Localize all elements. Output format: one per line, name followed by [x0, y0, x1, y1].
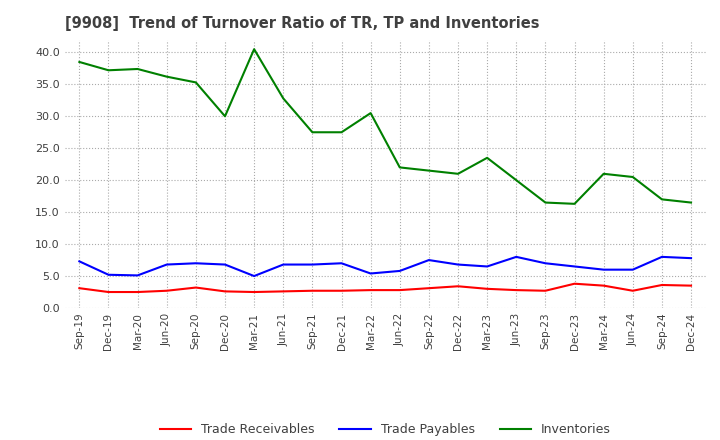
Trade Payables: [395, 268, 404, 274]
Inventories: [337, 130, 346, 135]
Inventories: [250, 47, 258, 52]
Trade Receivables: [483, 286, 492, 291]
Trade Payables: [657, 254, 666, 260]
Inventories: [192, 80, 200, 85]
Trade Receivables: [163, 288, 171, 293]
Trade Payables: [337, 260, 346, 266]
Trade Receivables: [512, 287, 521, 293]
Trade Payables: [163, 262, 171, 267]
Trade Payables: [570, 264, 579, 269]
Trade Receivables: [104, 290, 113, 295]
Inventories: [366, 110, 375, 116]
Trade Payables: [220, 262, 229, 267]
Inventories: [541, 200, 550, 205]
Trade Payables: [512, 254, 521, 260]
Trade Payables: [599, 267, 608, 272]
Inventories: [570, 201, 579, 206]
Inventories: [687, 200, 696, 205]
Trade Receivables: [687, 283, 696, 288]
Trade Receivables: [657, 282, 666, 288]
Trade Receivables: [541, 288, 550, 293]
Inventories: [599, 171, 608, 176]
Inventories: [629, 174, 637, 180]
Inventories: [308, 130, 317, 135]
Trade Receivables: [250, 290, 258, 295]
Legend: Trade Receivables, Trade Payables, Inventories: Trade Receivables, Trade Payables, Inven…: [155, 418, 616, 440]
Trade Payables: [454, 262, 462, 267]
Inventories: [279, 96, 287, 101]
Trade Payables: [250, 273, 258, 279]
Line: Trade Receivables: Trade Receivables: [79, 284, 691, 292]
Trade Receivables: [337, 288, 346, 293]
Trade Payables: [192, 260, 200, 266]
Line: Trade Payables: Trade Payables: [79, 257, 691, 276]
Trade Receivables: [425, 286, 433, 291]
Trade Receivables: [279, 289, 287, 294]
Line: Inventories: Inventories: [79, 49, 691, 204]
Inventories: [395, 165, 404, 170]
Trade Receivables: [454, 284, 462, 289]
Trade Receivables: [599, 283, 608, 288]
Trade Payables: [279, 262, 287, 267]
Trade Payables: [366, 271, 375, 276]
Trade Payables: [541, 260, 550, 266]
Inventories: [75, 59, 84, 65]
Inventories: [454, 171, 462, 176]
Trade Receivables: [133, 290, 142, 295]
Trade Receivables: [192, 285, 200, 290]
Trade Payables: [483, 264, 492, 269]
Trade Payables: [75, 259, 84, 264]
Inventories: [133, 66, 142, 72]
Inventories: [163, 74, 171, 79]
Inventories: [512, 178, 521, 183]
Text: [9908]  Trend of Turnover Ratio of TR, TP and Inventories: [9908] Trend of Turnover Ratio of TR, TP…: [65, 16, 539, 32]
Trade Receivables: [570, 281, 579, 286]
Trade Receivables: [395, 287, 404, 293]
Trade Payables: [308, 262, 317, 267]
Trade Receivables: [75, 286, 84, 291]
Inventories: [483, 155, 492, 161]
Trade Payables: [133, 273, 142, 278]
Trade Payables: [425, 257, 433, 263]
Inventories: [425, 168, 433, 173]
Inventories: [104, 68, 113, 73]
Inventories: [220, 114, 229, 119]
Trade Receivables: [366, 287, 375, 293]
Trade Payables: [687, 256, 696, 261]
Inventories: [657, 197, 666, 202]
Trade Receivables: [308, 288, 317, 293]
Trade Receivables: [629, 288, 637, 293]
Trade Payables: [629, 267, 637, 272]
Trade Receivables: [220, 289, 229, 294]
Trade Payables: [104, 272, 113, 277]
